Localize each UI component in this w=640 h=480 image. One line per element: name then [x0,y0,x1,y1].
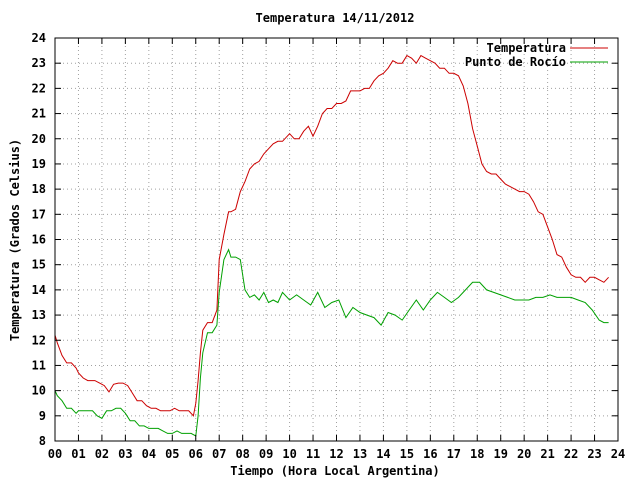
y-tick-labels: 8 9 10 11 12 13 14 15 16 17 18 19 20 21 22 23 24 [32,31,46,448]
y-tick-label: 10 [32,384,46,398]
legend-label-temperatura: Temperatura [487,41,566,55]
y-tick-label: 18 [32,182,46,196]
axis-ticks [54,37,619,442]
y-tick-label: 23 [32,56,46,70]
series-layer [54,54,609,437]
series-line-temperatura [54,54,609,417]
x-tick-label: 18 [470,447,484,461]
y-tick-label: 21 [32,107,46,121]
x-tick-label: 23 [587,447,601,461]
x-tick-label: 13 [353,447,367,461]
series-line-punto-de-rocio [54,248,609,437]
chart-title: Temperatura 14/11/2012 [256,11,415,25]
y-tick-label: 15 [32,258,46,272]
y-tick-label: 14 [32,283,46,297]
x-tick-label: 02 [95,447,109,461]
y-tick-label: 11 [32,358,46,372]
x-tick-label: 09 [259,447,273,461]
x-tick-label: 11 [306,447,320,461]
y-tick-label: 12 [32,333,46,347]
y-tick-label: 16 [32,233,46,247]
x-tick-label: 12 [329,447,343,461]
legend: Temperatura Punto de Rocío [465,41,608,69]
x-tick-label: 06 [189,447,203,461]
x-tick-label: 03 [118,447,132,461]
x-tick-label: 19 [493,447,507,461]
y-tick-label: 22 [32,81,46,95]
x-tick-label: 16 [423,447,437,461]
x-tick-labels: 00 01 02 03 04 05 06 07 08 09 10 11 12 13 14 15 16 17 18 19… [48,447,625,461]
y-tick-label: 19 [32,157,46,171]
x-tick-label: 21 [540,447,554,461]
y-tick-label: 20 [32,132,46,146]
x-tick-label: 15 [400,447,414,461]
x-axis-label: Tiempo (Hora Local Argentina) [230,464,440,478]
y-tick-label: 17 [32,207,46,221]
x-tick-label: 24 [611,447,625,461]
x-tick-label: 20 [517,447,531,461]
x-tick-label: 10 [282,447,296,461]
y-tick-label: 9 [39,409,46,423]
y-tick-label: 8 [39,434,46,448]
x-tick-label: 14 [376,447,390,461]
x-tick-label: 22 [564,447,578,461]
x-tick-label: 17 [447,447,461,461]
x-tick-label: 00 [48,447,62,461]
legend-label-punto-de-rocio: Punto de Rocío [465,55,566,69]
x-tick-label: 08 [235,447,249,461]
y-axis-label: Temperatura (Grados Celsius) [8,139,22,341]
x-tick-label: 04 [142,447,156,461]
x-tick-label: 07 [212,447,226,461]
y-tick-label: 24 [32,31,46,45]
y-tick-label: 13 [32,308,46,322]
x-tick-label: 01 [71,447,85,461]
x-tick-label: 05 [165,447,179,461]
